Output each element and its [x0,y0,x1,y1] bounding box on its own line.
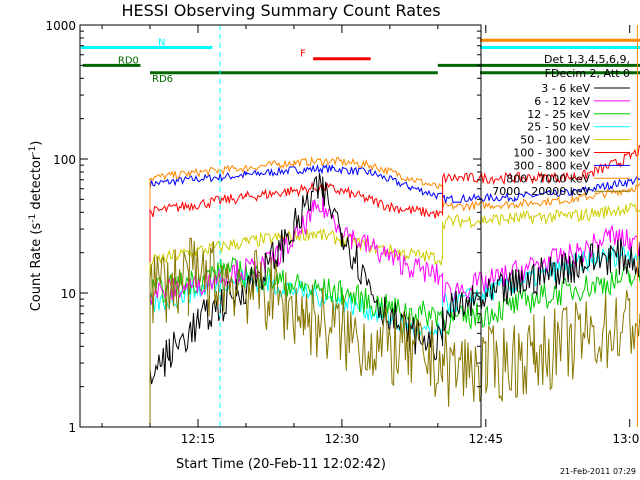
legend-label-0: 3 - 6 keV [541,82,590,95]
y-axis-label-sup1: -1 [28,214,38,223]
series-line-1 [149,156,640,427]
y-tick-label-3: 1000 [45,19,76,33]
series-line-8 [149,237,640,427]
series-line-0 [149,163,640,427]
legend-label-8: 7000 - 20000 keV [492,185,590,198]
y-tick-label-1: 10 [61,287,76,301]
chart-title: HESSI Observing Summary Count Rates [121,1,440,20]
timestamp: 21-Feb-2011 07:29 [560,467,636,476]
legend-label-3: 25 - 50 keV [527,121,590,134]
x-tick-label-1: 12:30 [325,432,360,446]
legend-label-4: 50 - 100 keV [520,134,590,147]
y-axis-ticks: 1 10 100 1000 [45,19,481,435]
flag-label-3: RD0 [118,55,139,66]
x-axis-label: Start Time (20-Feb-11 12:02:42) [176,457,386,472]
flag-label-0: N [158,37,165,48]
y-axis-label-sup2: -1 [28,146,38,155]
legend-label-5: 100 - 300 keV [513,147,590,160]
legend: Det 1,3,4,5,6,9, FDecim 2, Att 0 3 - 6 k… [492,53,630,198]
y-axis-label-main: Count Rate (s [29,223,44,312]
legend-label-1: 6 - 12 keV [534,95,590,108]
legend-label-7: 800 - 7000 keV [506,172,590,185]
legend-label-2: 12 - 25 keV [527,108,590,121]
x-tick-label-0: 12:15 [181,432,216,446]
legend-header-1: Det 1,3,4,5,6,9, [544,53,630,66]
legend-label-6: 300 - 800 keV [513,159,590,172]
flag-label-1: F [300,49,306,60]
y-axis-label-mid: detector [29,154,44,214]
y-tick-label-2: 100 [53,153,76,167]
series-line-7 [149,173,640,427]
flag-label-4: RD6 [152,74,173,85]
series-line-6 [149,195,640,427]
x-tick-label-3: 13:00 [612,432,640,446]
series-line-2 [149,144,640,427]
y-axis-label-end: ) [29,141,44,146]
y-axis-label: Count Rate (s-1 detector-1) [28,141,44,312]
y-tick-label-0: 1 [68,421,76,435]
flags-layer: NFSRD0RD6 [81,37,640,85]
vlines-layer [219,25,638,427]
series-line-3 [149,202,640,427]
plot-frame [79,24,482,428]
series-line-5 [149,256,640,427]
legend-header-2: FDecim 2, Att 0 [545,67,630,80]
series-layer [149,144,640,427]
x-tick-label-2: 12:45 [468,432,503,446]
